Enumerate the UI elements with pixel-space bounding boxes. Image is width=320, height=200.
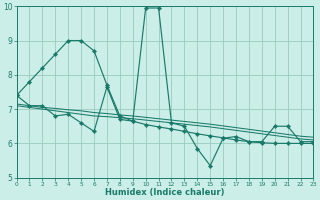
X-axis label: Humidex (Indice chaleur): Humidex (Indice chaleur) [105, 188, 225, 197]
